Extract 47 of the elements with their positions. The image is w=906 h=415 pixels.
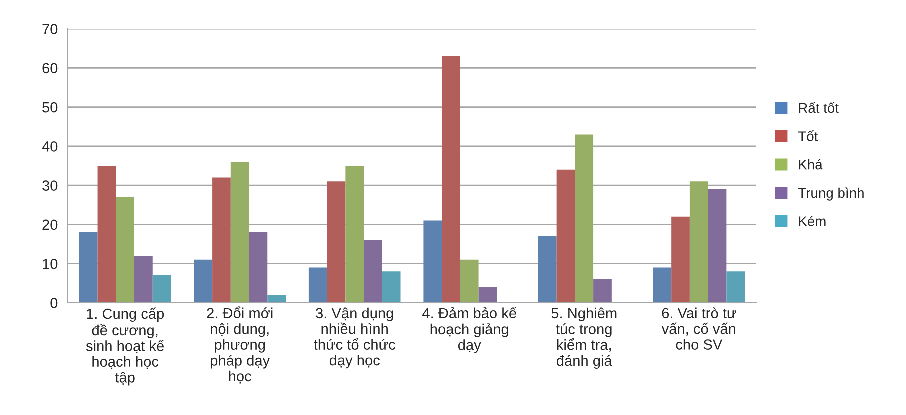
bar <box>478 287 498 303</box>
x-tick-label: 3. Vận dụng nhiều hình thức tổ chức dạy học <box>314 308 396 369</box>
bar <box>116 197 135 303</box>
x-tick-label: 2. Đổi mới nội dung, phương pháp dạy học <box>207 306 273 384</box>
bar <box>424 220 442 303</box>
y-tick-label: 20 <box>42 220 58 230</box>
y-tick-label: 60 <box>42 63 58 74</box>
y-tick-label: 0 <box>50 298 58 308</box>
bar <box>249 232 268 303</box>
bar <box>152 276 172 303</box>
bar <box>327 182 346 303</box>
y-tick-label: 50 <box>42 102 58 113</box>
y-tick-label: 30 <box>42 180 58 191</box>
bar <box>98 166 116 303</box>
x-tick-label: 6. Vai trò tư vấn, cố vấn cho SV <box>662 308 736 350</box>
bar <box>346 166 364 303</box>
bar <box>268 295 286 303</box>
bar <box>382 272 401 303</box>
bar <box>594 279 612 303</box>
bar <box>672 216 690 303</box>
bar <box>442 56 460 303</box>
x-tick-label: 1. Cung cấp đề cương, sinh hoạt kế hoạch học tập <box>86 308 164 386</box>
bar <box>575 134 594 303</box>
y-tick-label: 10 <box>43 258 58 270</box>
bar <box>556 170 576 303</box>
bar <box>653 268 672 303</box>
legend-label: Khá <box>799 159 823 170</box>
legend-label: Rất tốt <box>799 102 839 114</box>
bar <box>194 260 213 303</box>
bar <box>460 260 479 303</box>
legend-label: Trung bình <box>798 188 864 201</box>
bar <box>364 240 382 303</box>
bar <box>134 256 153 303</box>
legend-label: Tốt <box>798 130 818 142</box>
x-tick-label: 5. Nghiêm túc trong kiểm tra, đánh giá <box>552 308 617 370</box>
bar <box>690 182 708 303</box>
bar <box>212 178 231 303</box>
bar <box>726 272 746 303</box>
x-tick-label: 4. Đảm bảo kế hoạch giảng dạy <box>422 307 517 354</box>
bar <box>308 268 328 303</box>
bar <box>708 189 727 303</box>
legend-label: Kém <box>799 216 826 226</box>
bar <box>538 236 557 303</box>
bar <box>230 162 250 303</box>
bar <box>79 232 98 303</box>
y-tick-label: 70 <box>42 24 58 34</box>
y-tick-label: 40 <box>42 142 58 152</box>
